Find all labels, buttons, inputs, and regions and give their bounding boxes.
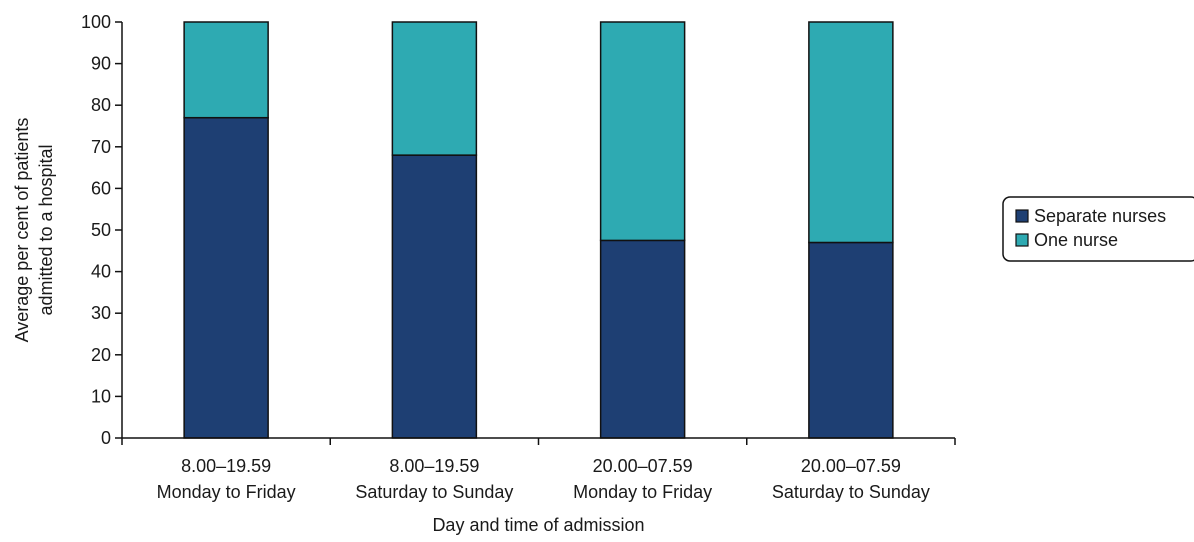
x-tick-label-line2: Saturday to Sunday [355,482,513,502]
y-tick-label: 70 [91,137,111,157]
legend-swatch-one-nurse [1015,233,1029,247]
bar-separate-nurses-3 [599,239,686,439]
labels-layer: 0 10 20 30 40 50 60 70 80 90 100 8.00–19.59 Monday t… [12,12,930,535]
legend-swatch-separate-nurses [1015,209,1029,223]
y-axis-title-line2: admitted to a hospital [36,144,56,315]
bar-separate-nurses-1 [183,116,269,439]
y-tick-label: 20 [91,345,111,365]
x-tick-label-line1: 20.00–07.59 [593,456,693,476]
y-tick-label: 60 [91,178,111,198]
y-tick-label: 0 [101,428,111,448]
x-tick-label-line1: 20.00–07.59 [801,456,901,476]
legend-box [1002,196,1194,262]
x-tick-label-line2: Monday to Friday [573,482,712,502]
y-tick-label: 90 [91,54,111,74]
x-tick-label-line1: 8.00–19.59 [389,456,479,476]
bar-one-nurse-2 [391,21,478,156]
legend-label-one-nurse: One nurse [1034,230,1118,250]
y-tick-label: 80 [91,95,111,115]
y-axis-title-line1: Average per cent of patients [12,118,32,343]
y-tick-label: 100 [81,12,111,32]
y-tick-label: 10 [91,386,111,406]
bar-one-nurse-3 [599,21,686,242]
bar-one-nurse-1 [183,21,269,119]
x-tick-label-line2: Saturday to Sunday [772,482,930,502]
bar-separate-nurses-2 [391,154,478,439]
bars-layer [183,21,894,439]
bar-one-nurse-4 [808,21,894,244]
axes-layer [115,21,956,445]
legend-label-separate-nurses: Separate nurses [1034,206,1166,226]
y-tick-label: 40 [91,262,111,282]
x-tick-label-line2: Monday to Friday [157,482,296,502]
y-tick-label: 30 [91,303,111,323]
legend: Separate nurses One nurse [1002,196,1194,262]
y-tick-label: 50 [91,220,111,240]
bar-separate-nurses-4 [808,241,894,439]
x-axis-title: Day and time of admission [432,515,644,535]
x-tick-label-line1: 8.00–19.59 [181,456,271,476]
